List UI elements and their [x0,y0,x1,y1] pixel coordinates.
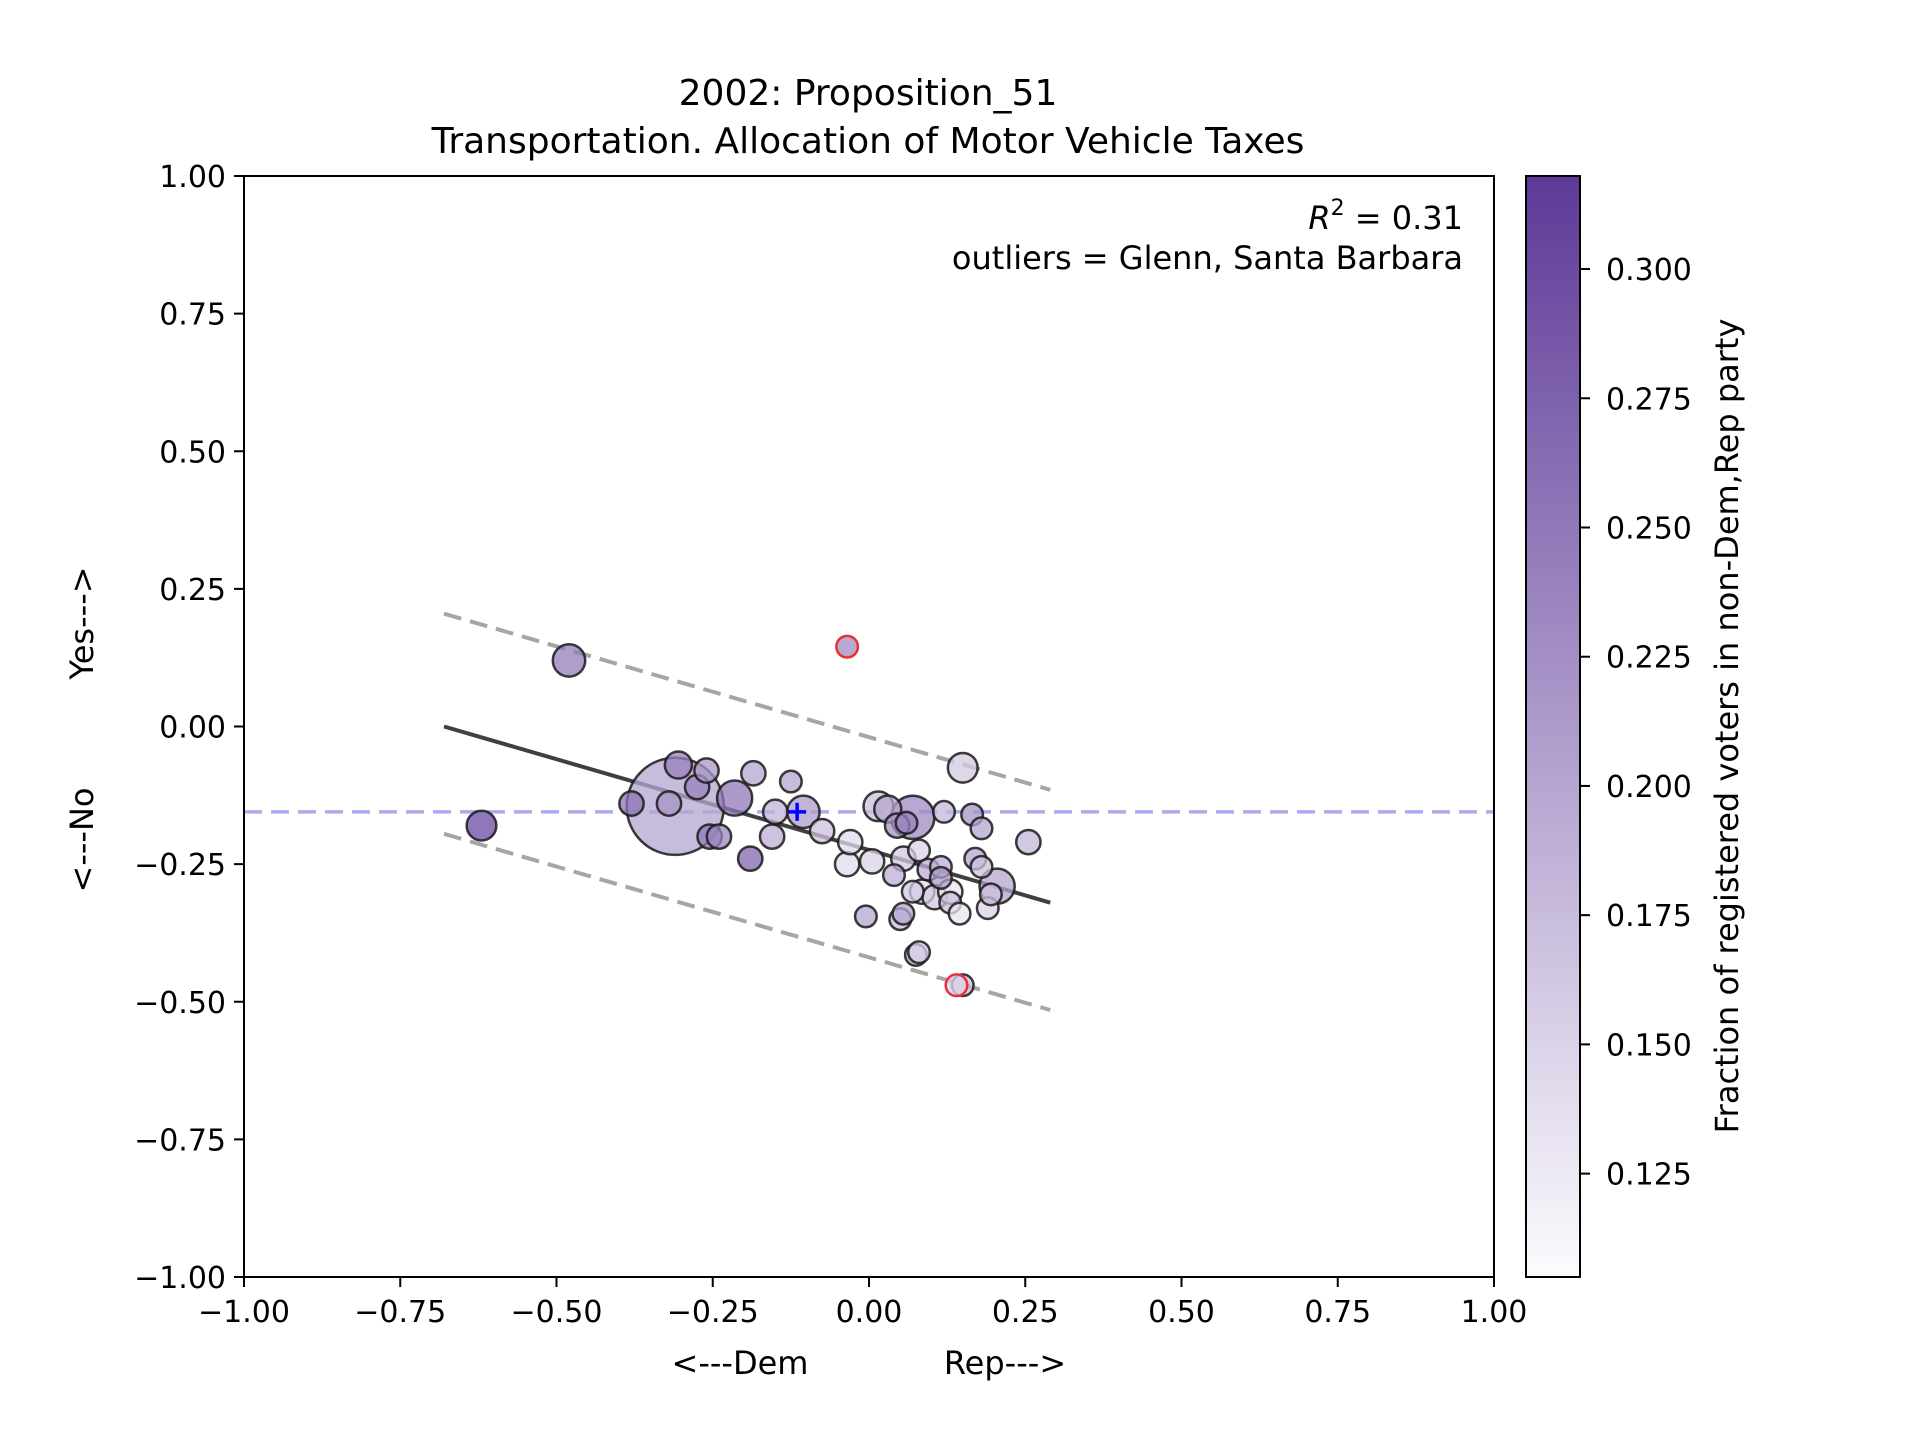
colorbar-tick-label: 0.125 [1606,1158,1692,1193]
county-point [906,838,932,863]
county-point [655,790,683,817]
county-point [881,863,907,888]
county-point [739,759,767,787]
county-point [833,850,861,878]
colorbar-tick-label: 0.275 [1606,382,1692,417]
colorbar [1525,175,1581,1278]
county-point [551,642,587,678]
x-axis-label-dem: <---Dem [672,1344,809,1382]
chart-title: 2002: Proposition_51 [679,73,1058,114]
county-point [836,828,864,856]
county-point [853,904,878,929]
county-point [858,847,886,875]
county-point [946,751,979,784]
county-point [693,757,720,784]
county-point [900,879,925,904]
outlier-point [944,973,969,998]
y-tick-label: −0.50 [134,986,226,1021]
county-point [761,798,789,826]
x-tick-label: −1.00 [198,1295,290,1330]
x-tick-label: −0.75 [354,1295,446,1330]
y-tick-label: 0.50 [159,435,226,470]
county-point [663,750,694,780]
colorbar-tick-label: 0.175 [1606,899,1692,934]
x-tick-label: 0.50 [1148,1295,1215,1330]
colorbar-label: Fraction of registered voters in non-Dem… [1708,319,1746,1134]
county-point [931,799,957,824]
colorbar-ticks: 0.125 0.150 0.175 0.200 0.225 0.250 0.275 0.300 [1580,253,1692,1193]
r-squared-value: = 0.31 [1345,199,1463,237]
y-axis-label-no: <---No [63,788,101,893]
r-squared-superscript: 2 [1331,196,1345,221]
county-point [778,769,803,794]
colorbar-tick-label: 0.250 [1606,511,1692,546]
r-squared-symbol: R [1308,199,1330,237]
county-point [928,865,953,890]
x-tick-label: 0.75 [1304,1295,1371,1330]
colorbar-tick-label: 0.225 [1606,641,1692,676]
r-squared-annotation: R2 = 0.31 [1308,196,1463,237]
county-point [465,809,498,842]
county-point [758,823,786,850]
colorbar-tick-label: 0.200 [1606,770,1692,805]
colorbar-tick-label: 0.300 [1606,253,1692,288]
y-tick-label: −0.25 [134,848,226,883]
chart-subtitle: Transportation. Allocation of Motor Vehi… [431,121,1305,162]
county-point [894,810,919,835]
county-point [808,817,836,845]
county-point [969,816,994,841]
county-point [618,790,645,817]
y-tick-label: 0.25 [159,573,226,608]
county-point [715,779,754,817]
y-tick-label: −1.00 [134,1261,226,1296]
outlier-point [835,634,860,659]
county-point [947,901,972,926]
x-tick-label: 1.00 [1461,1295,1528,1330]
y-tick-label: 0.00 [159,711,226,746]
x-tick-label: −0.50 [511,1295,603,1330]
colorbar-tick-label: 0.150 [1606,1028,1692,1063]
county-point [736,845,764,873]
x-tick-label: 0.00 [836,1295,903,1330]
y-tick-label: −0.75 [134,1123,226,1158]
x-axis-ticks: −1.00 −0.75 −0.50 −0.25 0.00 0.25 0.50 0.75 1.00 [198,1277,1527,1330]
y-tick-label: 1.00 [159,160,226,195]
y-axis-label-yes: Yes---> [63,566,101,680]
county-point [906,940,932,965]
county-point [891,901,916,926]
county-point [969,854,994,879]
y-axis-ticks: −1.00 −0.75 −0.50 −0.25 0.00 0.25 0.50 0.75 1.00 [134,160,244,1296]
x-tick-label: 0.25 [992,1295,1059,1330]
state-marker-group [788,802,807,821]
y-tick-label: 0.75 [159,298,226,333]
county-point [1014,828,1042,856]
county-points [465,634,1042,998]
x-tick-label: −0.25 [667,1295,759,1330]
outliers-annotation: outliers = Glenn, Santa Barbara [952,239,1463,277]
x-axis-label-rep: Rep---> [944,1344,1066,1382]
county-point [978,882,1003,907]
plot-frame [243,175,1495,1278]
county-point [705,823,733,850]
